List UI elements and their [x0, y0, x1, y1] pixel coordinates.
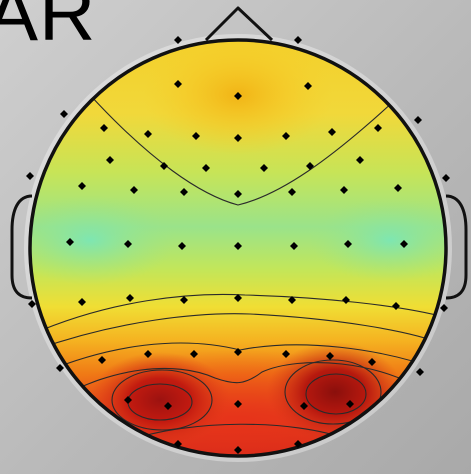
electrode-marker — [56, 364, 64, 372]
electrode-marker — [306, 162, 314, 170]
electrode-marker — [260, 164, 268, 172]
electrode-marker — [124, 240, 132, 248]
electrode-marker — [340, 186, 348, 194]
electrode-marker — [234, 294, 242, 302]
right-peak-contour-inner — [305, 373, 367, 415]
electrode-marker — [26, 172, 34, 180]
electrode-marker — [442, 174, 450, 182]
posterior-contour-2 — [34, 313, 446, 351]
potential-color-field — [30, 40, 446, 456]
electrode-marker — [288, 296, 296, 304]
electrode-marker — [234, 134, 242, 142]
posterior-contour-4 — [59, 362, 433, 399]
electrode-marker — [100, 124, 108, 132]
electrode-marker — [144, 350, 152, 358]
left-peak-contour-outer — [111, 369, 213, 431]
electrode-marker — [28, 300, 36, 308]
electrode-marker — [290, 242, 298, 250]
electrode-marker — [440, 304, 448, 312]
electrode-marker — [234, 242, 242, 250]
electrode-marker — [192, 132, 200, 140]
electrode-marker — [414, 116, 422, 124]
electrode-marker — [374, 124, 382, 132]
head-outline — [28, 38, 448, 458]
electrode-marker — [394, 184, 402, 192]
electrode-marker — [202, 164, 210, 172]
electrode-marker — [98, 356, 106, 364]
electrode-marker — [368, 358, 376, 366]
electrode-marker — [234, 348, 242, 356]
electrode-marker — [346, 400, 354, 408]
electrode-marker — [124, 396, 132, 404]
electrode-marker — [342, 296, 350, 304]
right-ear-icon — [445, 194, 468, 300]
electrode-marker — [234, 190, 242, 198]
electrode-marker — [174, 80, 182, 88]
electrode-marker — [164, 402, 172, 410]
electrode-marker — [130, 186, 138, 194]
electrode-marker — [328, 128, 336, 136]
electrode-marker — [78, 182, 86, 190]
electrode-marker — [294, 36, 302, 44]
electrode-marker — [174, 36, 182, 44]
electrode-marker — [392, 302, 400, 310]
nose-icon — [204, 6, 274, 42]
electrode-marker — [288, 188, 296, 196]
electrode-marker — [178, 242, 186, 250]
electrode-marker — [344, 240, 352, 248]
electrode-markers — [26, 36, 450, 454]
electrode-marker — [144, 130, 152, 138]
electrode-marker — [174, 440, 182, 448]
electrode-marker — [282, 350, 290, 358]
electrode-marker — [180, 188, 188, 196]
electrode-marker — [66, 238, 74, 246]
electrode-marker — [126, 294, 134, 302]
page-title-fragment: AR — [0, 0, 97, 57]
frontal-contour — [89, 94, 396, 206]
occipital-contour — [129, 423, 351, 441]
electrode-marker — [294, 440, 302, 448]
electrode-marker — [106, 156, 114, 164]
electrode-marker — [234, 400, 242, 408]
electrode-marker — [60, 110, 68, 118]
electrode-marker — [400, 240, 408, 248]
electrode-marker — [356, 156, 364, 164]
right-peak-contour-outer — [284, 359, 382, 425]
electrode-marker — [78, 298, 86, 306]
electrode-marker — [234, 446, 242, 454]
electrode-marker — [234, 92, 242, 100]
electrode-marker — [180, 296, 188, 304]
left-ear-icon — [10, 194, 33, 300]
electrode-marker — [282, 132, 290, 140]
electrode-marker — [300, 402, 308, 410]
electrode-marker — [160, 162, 168, 170]
electrode-marker — [190, 350, 198, 358]
electrode-marker — [304, 82, 312, 90]
electrode-marker — [416, 368, 424, 376]
electrode-marker — [326, 352, 334, 360]
